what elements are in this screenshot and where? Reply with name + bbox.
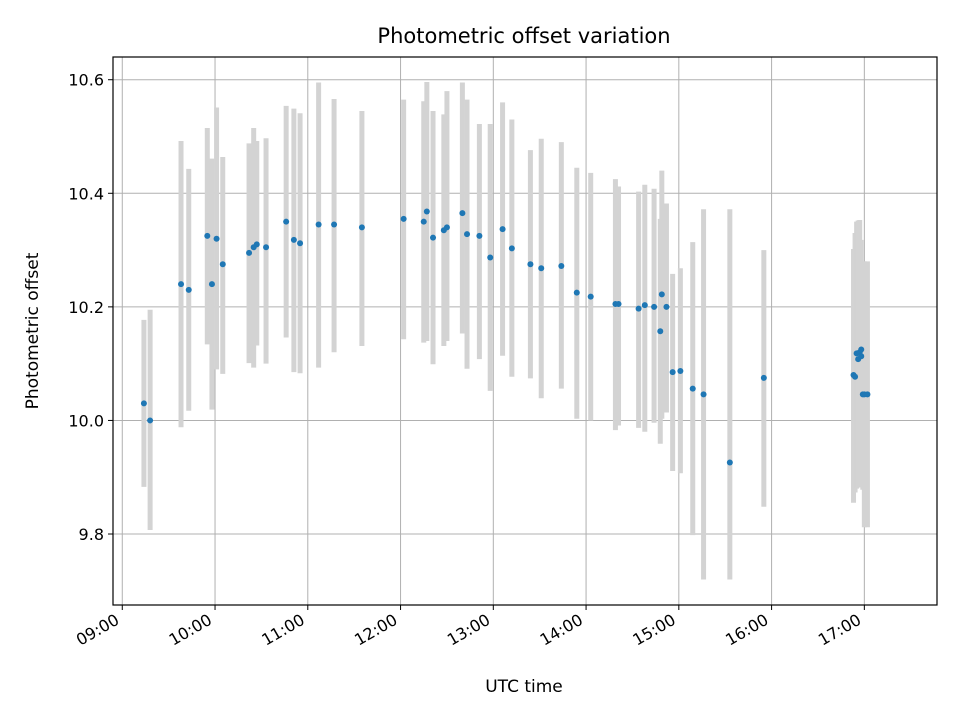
data-point [315, 221, 322, 228]
data-point [615, 301, 622, 308]
data-point [663, 303, 670, 310]
data-point [358, 224, 365, 231]
data-point [283, 218, 290, 225]
data-point [587, 293, 594, 300]
data-point [464, 231, 471, 238]
data-point [858, 346, 865, 353]
data-point [852, 373, 859, 380]
data-point [423, 208, 430, 215]
data-point [263, 244, 270, 251]
data-point [253, 241, 260, 248]
data-point [635, 305, 642, 312]
data-point [219, 261, 226, 268]
y-tick-label: 10.2 [68, 298, 104, 317]
data-point [476, 232, 483, 239]
data-point [290, 236, 297, 243]
data-point [178, 281, 185, 288]
data-point [760, 374, 767, 381]
data-point [420, 218, 427, 225]
data-point [573, 289, 580, 296]
data-point [213, 235, 220, 242]
data-point [331, 221, 338, 228]
data-point [726, 459, 733, 466]
y-axis-ticks: 9.8 10.0 10.2 10.4 10.6 [68, 71, 113, 544]
data-point [669, 369, 676, 376]
data-point [185, 286, 192, 293]
x-axis-label: UTC time [485, 677, 563, 697]
data-point [208, 281, 215, 288]
data-point [487, 254, 494, 261]
data-point [651, 303, 658, 310]
y-tick-label: 9.8 [79, 525, 104, 544]
y-tick-label: 10.6 [68, 71, 104, 90]
data-point [459, 210, 466, 217]
data-point [677, 368, 684, 375]
data-point [246, 249, 253, 256]
data-point [527, 261, 534, 268]
data-point [538, 265, 545, 272]
data-point [641, 302, 648, 309]
data-point [430, 234, 437, 241]
data-point [443, 224, 450, 231]
plot-frame [112, 56, 938, 606]
data-point [658, 291, 665, 298]
data-point [140, 400, 147, 407]
data-point [297, 240, 304, 247]
data-point [499, 226, 506, 233]
data-point [558, 262, 565, 269]
data-point [858, 353, 865, 360]
data-point [657, 328, 664, 335]
data-point [147, 417, 154, 424]
data-point [508, 245, 515, 252]
y-tick-label: 10.0 [68, 411, 104, 430]
data-point [700, 391, 707, 398]
data-point [689, 385, 696, 392]
data-points [140, 208, 871, 466]
data-point [400, 215, 407, 222]
data-point [864, 391, 871, 398]
y-axis-label: Photometric offset [23, 252, 43, 409]
y-tick-label: 10.4 [68, 184, 104, 203]
chart-title: Photometric offset variation [377, 24, 670, 48]
data-point [204, 232, 211, 239]
grid-lines [113, 57, 937, 605]
